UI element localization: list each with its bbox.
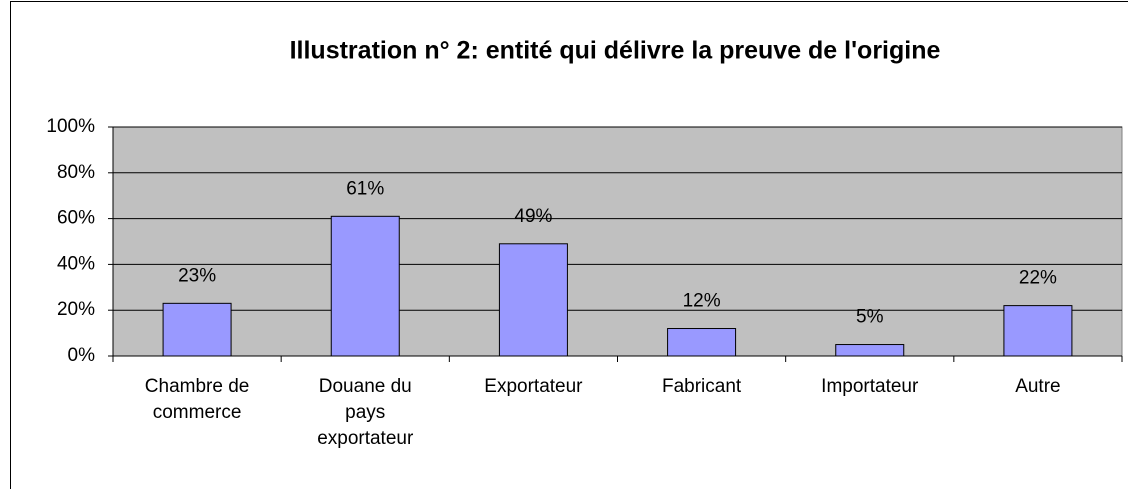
plot-area — [112, 126, 1123, 357]
data-label: 49% — [514, 206, 552, 227]
y-tick-label: 0% — [68, 345, 96, 366]
x-tick-label: Chambre de commerce — [144, 376, 250, 423]
y-tick-label: 100% — [46, 116, 95, 137]
x-tick-label: Douane du pays exportateur — [317, 376, 414, 449]
bar — [330, 215, 400, 357]
bar — [835, 344, 905, 357]
data-label: 61% — [346, 178, 384, 199]
y-tick-label: 60% — [57, 208, 95, 229]
data-label: 12% — [683, 291, 721, 312]
chart-title: Illustration n° 2: entité qui délivre la… — [290, 37, 941, 65]
data-label: 5% — [856, 307, 884, 328]
y-tick-label: 40% — [57, 253, 95, 274]
data-label: 22% — [1019, 268, 1057, 289]
bar — [498, 243, 568, 357]
x-tick-label: Importateur — [821, 376, 919, 397]
x-tick-label: Exportateur — [484, 376, 583, 397]
data-label: 23% — [178, 265, 216, 286]
y-tick-label: 80% — [57, 162, 95, 183]
bar — [162, 302, 232, 357]
x-tick-label: Fabricant — [661, 376, 742, 397]
bar — [1003, 305, 1073, 357]
y-tick-label: 20% — [57, 299, 95, 320]
x-tick-label: Autre — [1015, 376, 1061, 397]
bar — [667, 328, 737, 357]
